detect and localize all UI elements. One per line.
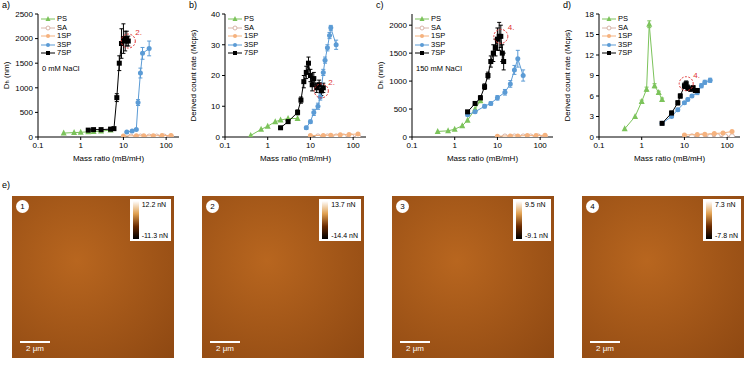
svg-text:0.1: 0.1 [32,141,44,150]
svg-text:4.: 4. [693,71,700,80]
svg-text:20: 20 [211,71,220,80]
svg-text:Mass ratio (mB/mH): Mass ratio (mB/mH) [634,154,705,163]
html-text:2 μm: 2 μm [26,344,44,353]
svg-text:6: 6 [590,92,595,101]
svg-text:Derived count rate (Mcps): Derived count rate (Mcps) [563,29,572,121]
svg-text:1: 1 [452,141,457,150]
svg-text:500: 500 [394,105,408,114]
svg-text:1500: 1500 [389,49,407,58]
svg-text:0.1: 0.1 [406,141,418,150]
html-text:2 μm: 2 μm [596,344,614,353]
svg-text:10: 10 [211,102,220,111]
html-text:-7.8 nN: -7.8 nN [715,232,738,239]
html-text:1SP: 1SP [618,31,633,40]
html-text:7SP: 7SP [57,48,72,57]
html-text:PS: PS [57,14,67,23]
html-text:3SP: 3SP [57,39,72,49]
html-text:7SP: 7SP [244,48,259,57]
svg-text:40: 40 [211,10,220,19]
html-text:3SP: 3SP [244,39,259,49]
html-text:2 μm: 2 μm [216,344,234,353]
html-text:150 mM NaCl: 150 mM NaCl [416,64,462,73]
svg-text:500: 500 [20,108,34,117]
svg-text:10: 10 [306,141,315,150]
html-text:12.2 nN: 12.2 nN [141,201,167,208]
html-text:1SP: 1SP [244,31,259,40]
html-text:1SP: 1SP [431,31,446,40]
svg-text:0: 0 [216,133,221,142]
svg-text:3: 3 [590,112,595,121]
html-text:7SP: 7SP [618,48,633,57]
html-text:SA: SA [57,22,67,32]
html-text:3: 3 [400,202,405,211]
html-text:PS: PS [618,14,628,23]
svg-text:2.: 2. [135,28,142,37]
svg-text:Dₕ (nm): Dₕ (nm) [376,61,385,89]
svg-text:2.: 2. [328,78,335,87]
html-text:e): e) [2,180,10,190]
html-text:a): a) [2,0,10,10]
svg-text:0.1: 0.1 [593,141,605,150]
svg-text:100: 100 [159,141,173,150]
html-text:SA: SA [431,22,441,32]
html-text:SA: SA [244,22,254,32]
html-text:b): b) [189,0,197,10]
svg-text:0: 0 [590,133,595,142]
html-text:PS: PS [431,14,441,23]
svg-text:Mass ratio (mB/mH): Mass ratio (mB/mH) [447,154,518,163]
svg-text:30: 30 [211,41,220,50]
html-text:SA: SA [618,22,628,32]
svg-text:9: 9 [590,71,595,80]
svg-text:1: 1 [78,141,83,150]
svg-text:Derived count rate (Mcps): Derived count rate (Mcps) [189,29,198,121]
svg-text:0.1: 0.1 [219,141,231,150]
svg-text:10: 10 [680,141,689,150]
html-text:1SP: 1SP [57,31,72,40]
svg-text:2500: 2500 [15,10,33,19]
html-text:7.3 nN: 7.3 nN [715,201,736,208]
html-text:1: 1 [20,202,25,211]
svg-text:15: 15 [585,30,594,39]
html-text:13.7 nN: 13.7 nN [331,201,356,208]
svg-text:10: 10 [119,141,128,150]
html-text:d): d) [563,0,571,10]
svg-text:1: 1 [265,141,270,150]
html-text:9.5 nN: 9.5 nN [525,201,546,208]
svg-text:Mass ratio (mB/mH): Mass ratio (mB/mH) [260,154,331,163]
svg-text:2000: 2000 [15,34,33,43]
html-text:4: 4 [590,202,595,211]
html-text:2 μm: 2 μm [406,344,424,353]
html-text:3SP: 3SP [618,39,633,49]
svg-text:1: 1 [639,141,644,150]
svg-text:0: 0 [403,133,408,142]
html-text:-11.3 nN: -11.3 nN [141,232,168,239]
svg-text:Mass ratio (mB/mH): Mass ratio (mB/mH) [73,154,144,163]
html-text:PS: PS [244,14,254,23]
svg-text:18: 18 [585,10,594,19]
svg-text:4.: 4. [508,23,515,32]
html-text:-14.4 nN: -14.4 nN [331,232,358,239]
svg-text:Dₕ (nm): Dₕ (nm) [2,61,11,89]
svg-text:1000: 1000 [389,77,407,86]
html-text:7SP: 7SP [431,48,446,57]
svg-text:100: 100 [346,141,360,150]
svg-text:100: 100 [533,141,547,150]
svg-text:12: 12 [585,51,594,60]
html-text:-9.1 nN: -9.1 nN [525,232,548,239]
svg-text:1000: 1000 [15,84,33,93]
html-text:2: 2 [210,202,215,211]
svg-text:100: 100 [720,141,734,150]
svg-text:0: 0 [29,133,34,142]
html-text:0 mM NaCl: 0 mM NaCl [42,64,80,73]
svg-text:10: 10 [493,141,502,150]
html-text:c): c) [376,0,384,10]
svg-text:1500: 1500 [15,59,33,68]
html-text:3SP: 3SP [431,39,446,49]
svg-text:2000: 2000 [389,21,407,30]
